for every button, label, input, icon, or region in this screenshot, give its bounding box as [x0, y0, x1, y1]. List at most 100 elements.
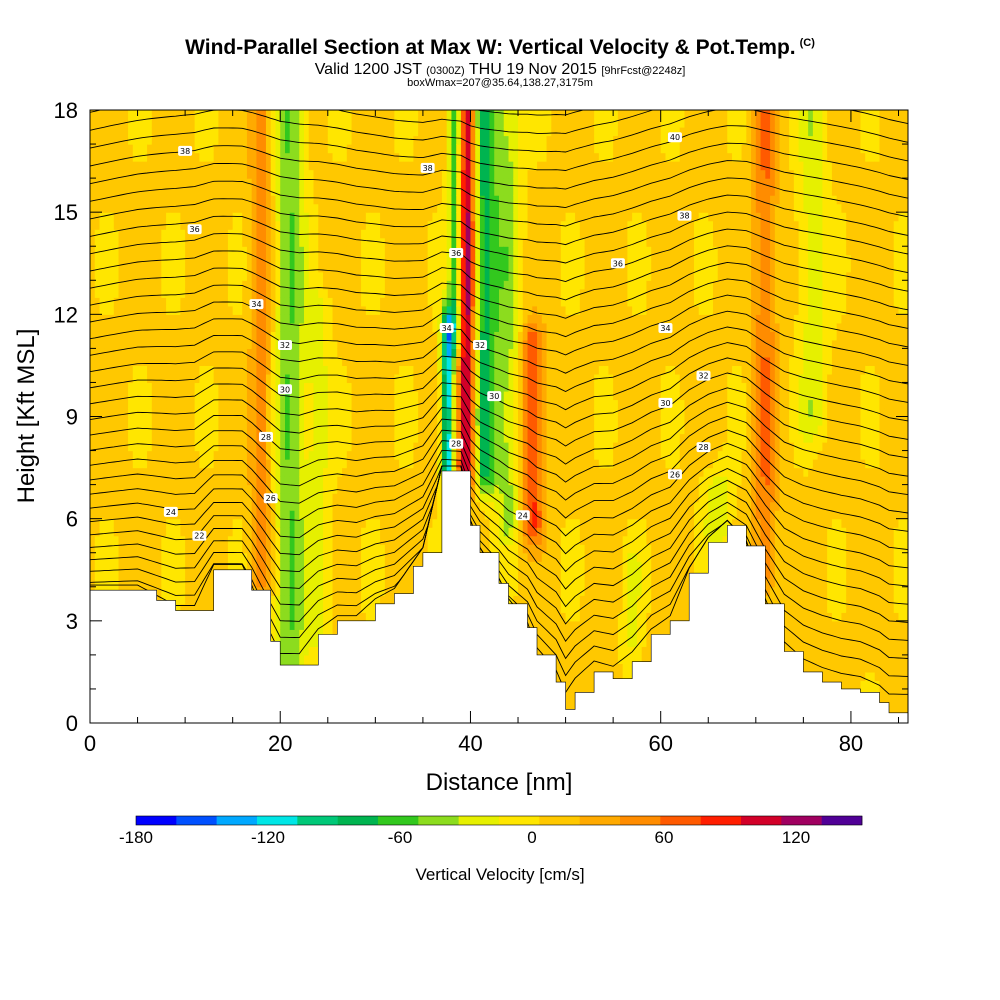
- velocity-cell: [342, 493, 348, 503]
- velocity-cell: [137, 195, 143, 205]
- velocity-cell: [294, 399, 300, 409]
- velocity-cell: [380, 297, 386, 307]
- velocity-cell: [313, 569, 319, 579]
- velocity-cell: [161, 544, 167, 554]
- velocity-cell: [270, 527, 277, 537]
- velocity-cell: [166, 484, 172, 494]
- velocity-cell: [142, 493, 148, 503]
- velocity-cell: [109, 229, 115, 239]
- velocity-cell: [104, 356, 110, 367]
- velocity-cell: [151, 322, 158, 332]
- velocity-cell: [123, 246, 129, 256]
- velocity-cell: [389, 297, 395, 307]
- velocity-cell: [161, 212, 167, 222]
- velocity-cell: [256, 527, 262, 537]
- velocity-cell: [261, 314, 267, 324]
- velocity-cell: [342, 586, 348, 596]
- velocity-cell: [280, 620, 286, 630]
- velocity-cell: [109, 339, 115, 349]
- velocity-cell: [313, 527, 319, 537]
- velocity-cell: [137, 433, 143, 443]
- velocity-cell: [156, 229, 162, 239]
- velocity-cell: [199, 373, 205, 384]
- velocity-cell: [261, 288, 267, 298]
- velocity-cell: [342, 348, 348, 358]
- velocity-cell: [251, 144, 258, 154]
- velocity-cell: [346, 348, 353, 358]
- velocity-cell: [128, 433, 134, 443]
- velocity-cell: [289, 237, 296, 247]
- velocity-cell: [346, 586, 353, 596]
- velocity-cell: [246, 288, 253, 298]
- velocity-cell: [213, 254, 220, 264]
- velocity-cell: [118, 178, 124, 188]
- velocity-cell: [185, 552, 191, 562]
- velocity-cell: [356, 229, 362, 239]
- velocity-cell: [356, 254, 362, 264]
- velocity-cell: [361, 110, 367, 120]
- velocity-cell: [256, 229, 262, 239]
- velocity-cell: [90, 118, 96, 128]
- velocity-cell: [342, 118, 348, 128]
- velocity-cell: [304, 407, 310, 418]
- velocity-cell: [185, 501, 191, 511]
- velocity-cell: [284, 620, 291, 630]
- velocity-cell: [161, 348, 167, 358]
- velocity-cell: [323, 254, 329, 264]
- velocity-cell: [370, 220, 376, 230]
- velocity-cell: [142, 254, 148, 264]
- velocity-cell: [232, 169, 239, 179]
- velocity-cell: [346, 518, 353, 528]
- velocity-cell: [346, 161, 353, 171]
- velocity-cell: [161, 416, 167, 426]
- velocity-cell: [194, 254, 200, 264]
- velocity-cell: [265, 135, 272, 145]
- velocity-cell: [137, 356, 143, 367]
- velocity-cell: [246, 544, 253, 554]
- velocity-cell: [403, 110, 410, 120]
- velocity-cell: [246, 203, 253, 213]
- velocity-cell: [361, 220, 367, 230]
- velocity-cell: [156, 595, 162, 605]
- velocity-cell: [313, 288, 319, 298]
- velocity-cell: [346, 195, 353, 205]
- velocity-cell: [170, 561, 177, 571]
- velocity-cell: [384, 127, 391, 137]
- velocity-cell: [204, 578, 210, 588]
- velocity-cell: [370, 535, 376, 545]
- velocity-cell: [161, 229, 167, 239]
- velocity-cell: [365, 510, 372, 520]
- velocity-cell: [175, 178, 181, 188]
- velocity-cell: [113, 476, 120, 486]
- velocity-cell: [156, 467, 162, 477]
- velocity-cell: [180, 220, 186, 230]
- velocity-cell: [361, 118, 367, 128]
- velocity-cell: [189, 561, 196, 571]
- velocity-cell: [332, 348, 338, 358]
- velocity-cell: [313, 237, 319, 247]
- velocity-cell: [94, 203, 101, 213]
- velocity-cell: [342, 152, 348, 162]
- valid-date: THU 19 Nov 2015: [468, 61, 597, 78]
- velocity-cell: [356, 280, 362, 290]
- velocity-cell: [342, 220, 348, 230]
- velocity-cell: [261, 169, 267, 179]
- velocity-cell: [218, 305, 224, 315]
- velocity-cell: [218, 442, 224, 452]
- velocity-cell: [142, 518, 148, 528]
- velocity-cell: [318, 110, 324, 120]
- velocity-cell: [208, 314, 215, 324]
- velocity-cell: [137, 246, 143, 256]
- velocity-cell: [180, 527, 186, 537]
- velocity-cell: [123, 518, 129, 528]
- velocity-cell: [299, 135, 305, 145]
- velocity-cell: [375, 237, 381, 247]
- velocity-cell: [408, 578, 414, 588]
- velocity-cell: [94, 569, 101, 579]
- velocity-cell: [147, 527, 153, 537]
- velocity-cell: [113, 467, 120, 477]
- velocity-cell: [199, 212, 205, 222]
- velocity-cell: [384, 280, 391, 290]
- velocity-cell: [265, 271, 272, 281]
- velocity-cell: [113, 203, 120, 213]
